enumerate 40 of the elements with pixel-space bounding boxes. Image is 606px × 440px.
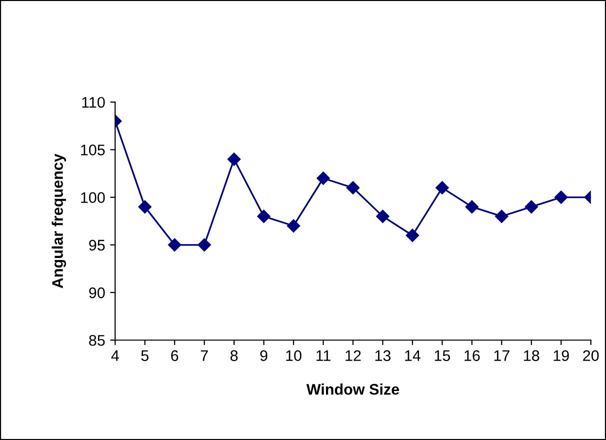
x-tick-label: 8 <box>230 350 238 362</box>
x-tick-label: 4 <box>111 350 119 361</box>
y-tick-label: 95 <box>89 240 105 251</box>
point <box>138 200 152 214</box>
y-tick-label: 85 <box>89 334 105 346</box>
point <box>376 210 390 223</box>
point <box>524 200 538 214</box>
point <box>465 200 479 214</box>
point <box>495 210 508 223</box>
x-tick-label: 14 <box>405 350 421 361</box>
y-axis-title: Angular frequency <box>52 154 66 288</box>
x-tick-label: 18 <box>524 350 540 362</box>
x-tick-label: 11 <box>316 350 330 361</box>
x-tick-label: 16 <box>464 350 480 362</box>
point <box>436 181 449 194</box>
x-tick-label: 15 <box>434 350 450 362</box>
y-tick-label: 100 <box>81 192 105 203</box>
x-tick-label: 19 <box>554 350 569 362</box>
point <box>168 238 182 252</box>
y-tick-label: 90 <box>89 287 105 298</box>
point <box>257 210 270 223</box>
x-tick-label: 9 <box>260 350 268 362</box>
point <box>286 219 300 232</box>
point <box>346 181 360 194</box>
point <box>227 152 241 166</box>
y-tick-label: 105 <box>81 144 105 156</box>
point <box>198 238 211 252</box>
x-tick-label: 20 <box>583 350 599 362</box>
y-tick-label: 110 <box>82 96 105 108</box>
x-tick-label: 6 <box>171 350 178 362</box>
x-tick-label: 13 <box>375 350 391 362</box>
x-tick-label: 5 <box>141 350 148 362</box>
point <box>316 172 330 185</box>
x-tick-label: 10 <box>286 350 302 362</box>
x-axis-title: Window Size <box>306 384 400 395</box>
x-tick-label: 17 <box>494 350 510 361</box>
point <box>406 228 420 242</box>
x-tick-label: 7 <box>200 350 208 361</box>
point <box>554 190 568 204</box>
x-tick-label: 12 <box>346 350 361 361</box>
